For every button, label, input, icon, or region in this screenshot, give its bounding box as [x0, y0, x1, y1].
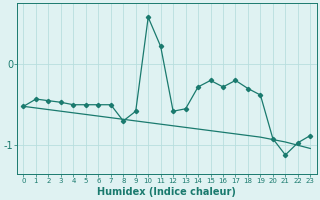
- X-axis label: Humidex (Indice chaleur): Humidex (Indice chaleur): [98, 187, 236, 197]
